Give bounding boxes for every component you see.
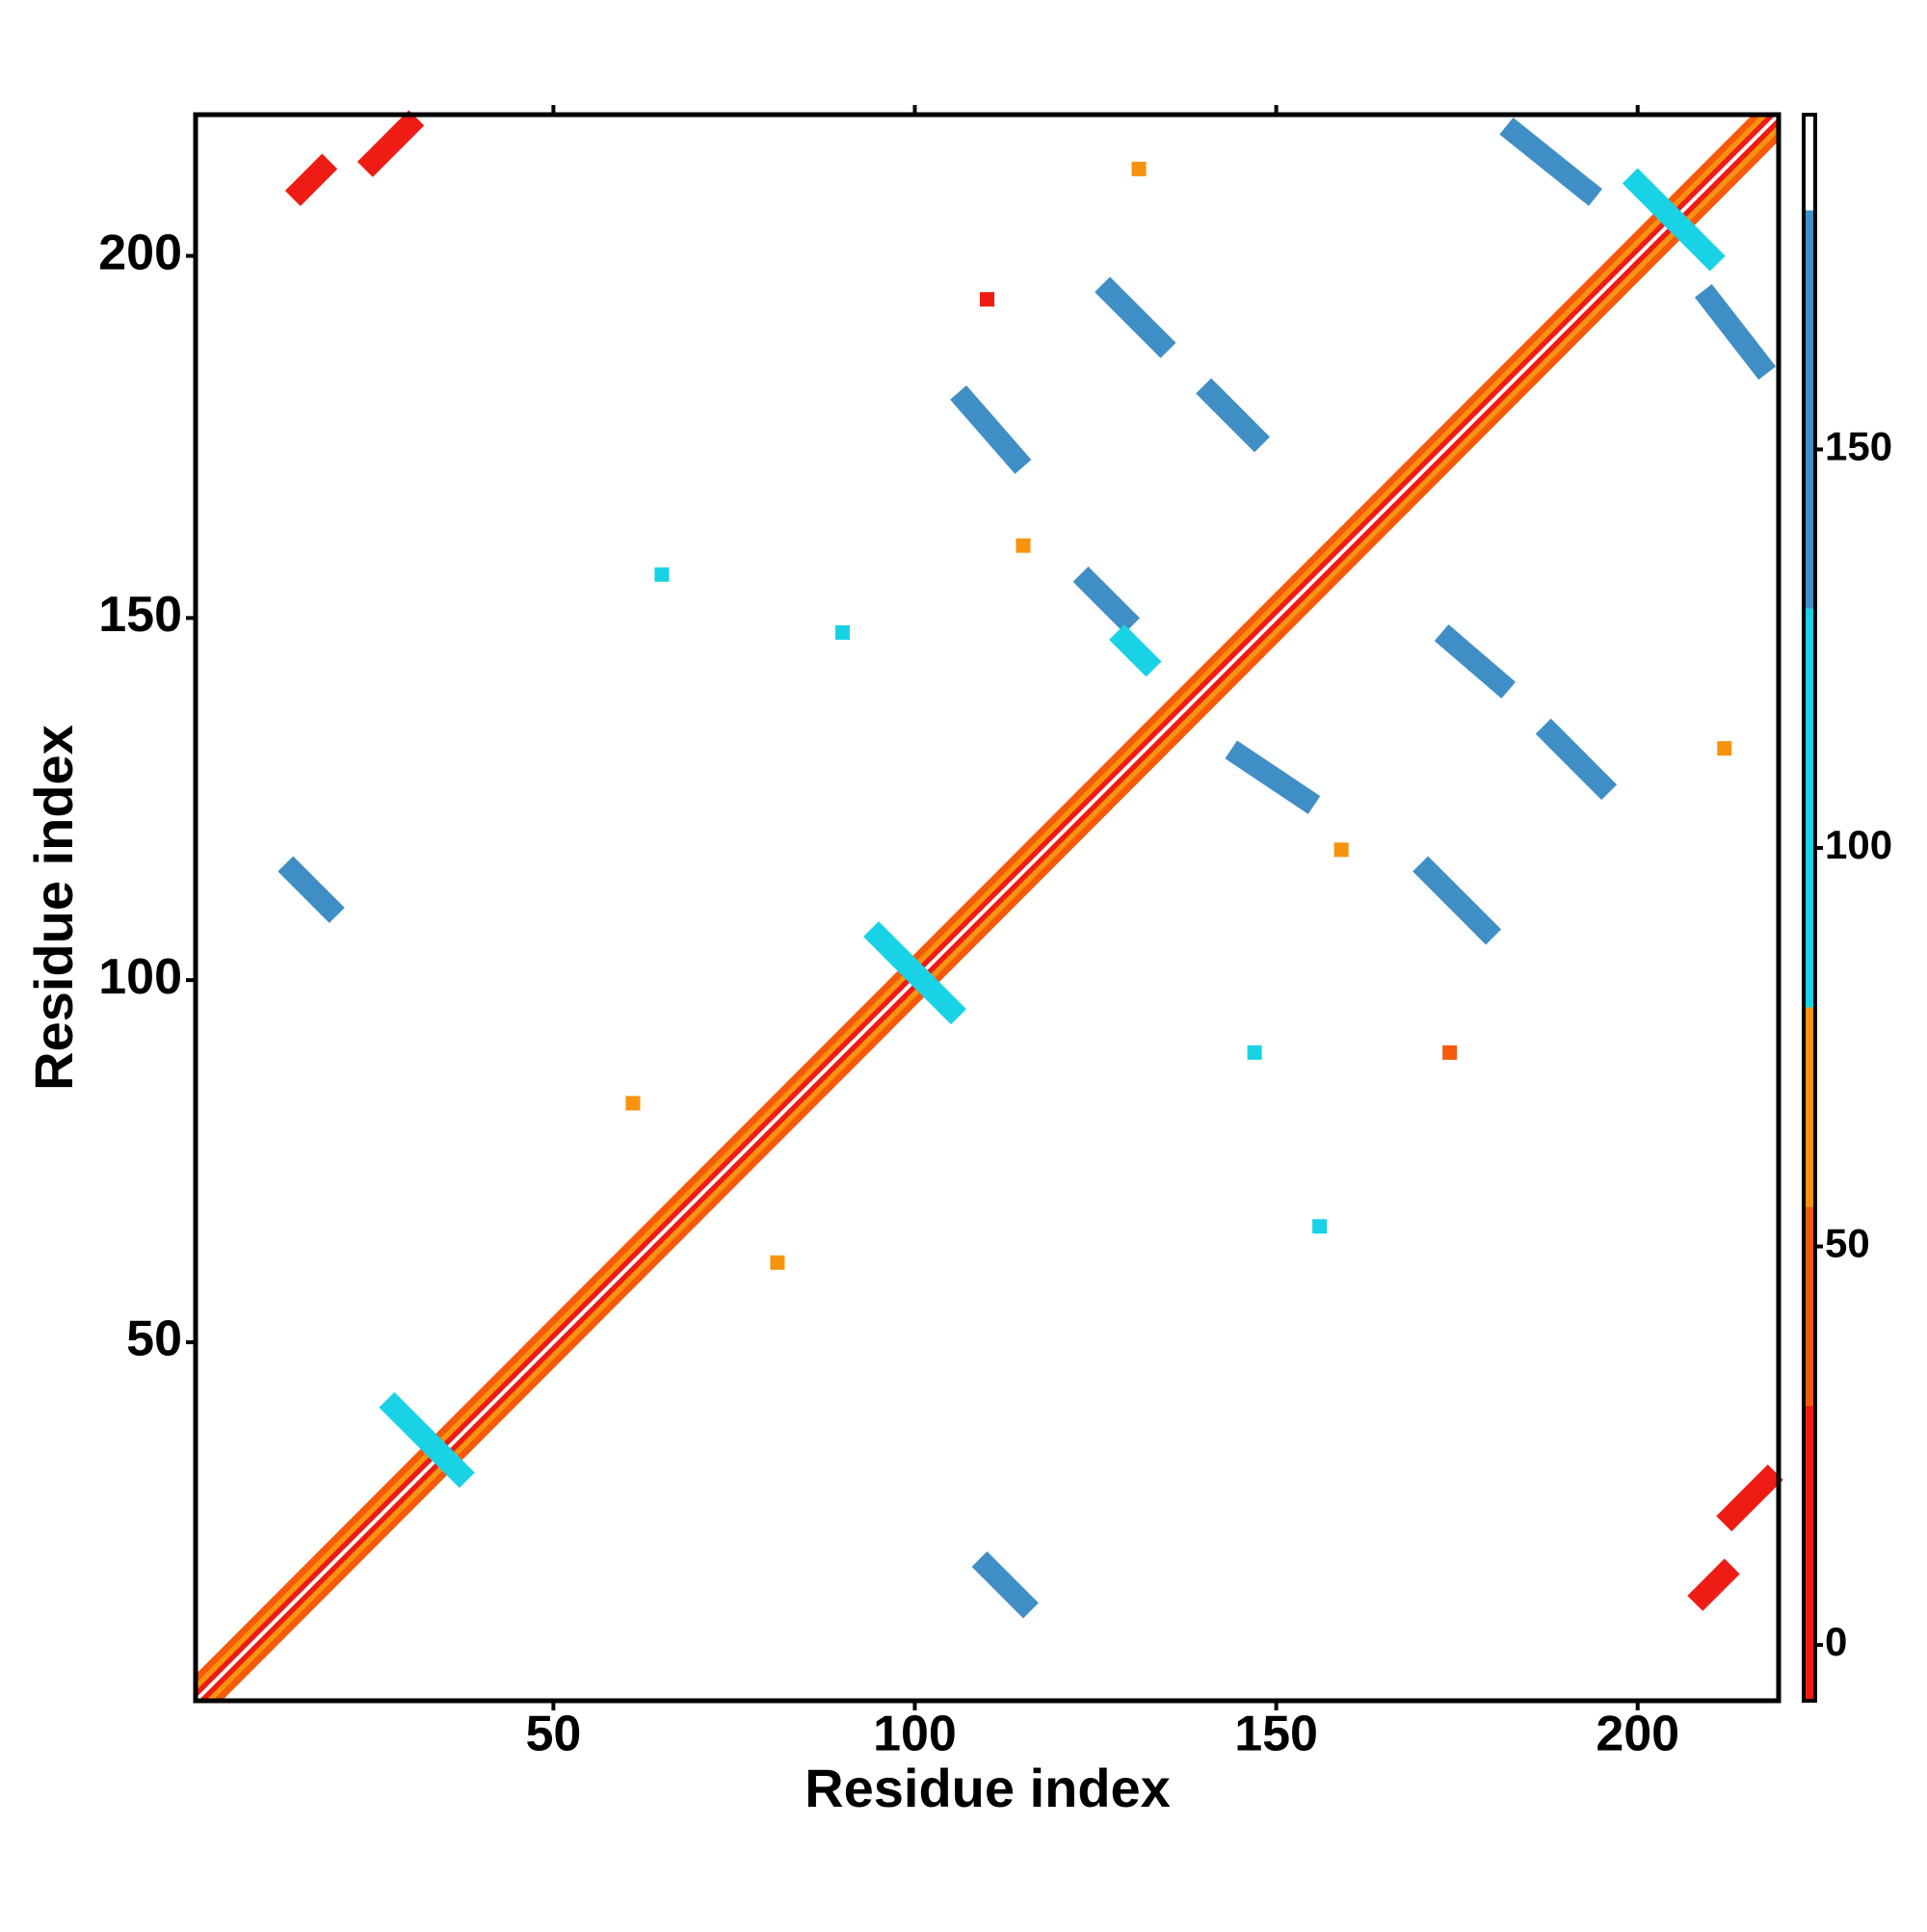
contact (1687, 1558, 1740, 1611)
contact (356, 110, 425, 177)
contact (1333, 842, 1349, 858)
diagonal-band (193, 112, 1767, 1689)
colorbar-band (1804, 210, 1815, 609)
y-axis-title: Residue index (23, 725, 84, 1091)
x-tick-label: 150 (1234, 1707, 1318, 1762)
x-tick-label: 100 (873, 1707, 957, 1762)
contact (1072, 566, 1140, 634)
contact (863, 921, 966, 1025)
contact (625, 1096, 641, 1111)
contact (1312, 1219, 1328, 1234)
colorbar-band (1804, 1007, 1815, 1207)
contact (1109, 623, 1162, 677)
contact (284, 153, 338, 206)
contact (1716, 1464, 1783, 1532)
contact (1622, 168, 1726, 272)
y-tick-label: 150 (98, 587, 182, 643)
x-tick-label: 200 (1596, 1707, 1679, 1762)
y-tick-label: 100 (98, 949, 182, 1005)
colorbar-band (1804, 115, 1815, 211)
colorbar-band (1804, 1405, 1815, 1701)
contact (1247, 1045, 1262, 1060)
contact (1717, 741, 1732, 756)
contact (379, 1391, 475, 1489)
contact (1442, 1045, 1458, 1060)
contact (1694, 283, 1777, 381)
x-tick-label: 50 (525, 1707, 581, 1762)
colorbar-band (1804, 608, 1815, 1008)
contact (277, 856, 345, 923)
x-axis-title: Residue index (805, 1758, 1171, 1818)
contact (950, 385, 1032, 474)
colorbar-tick-label: 0 (1825, 1619, 1847, 1664)
diagonal-band (215, 134, 1782, 1704)
colorbar-tick-label: 150 (1825, 423, 1892, 468)
colorbar-tick-label: 50 (1825, 1221, 1870, 1266)
contact (1131, 161, 1147, 176)
contact (1434, 624, 1517, 699)
contact (1016, 538, 1031, 553)
contact (1412, 856, 1502, 945)
diagonal-band (193, 112, 1759, 1681)
contact (770, 1255, 785, 1270)
contact (834, 624, 850, 640)
colorbar-tick-label: 100 (1825, 822, 1892, 867)
plot-frame (193, 112, 1782, 1704)
diagonal-band (200, 119, 1782, 1704)
colorbar-band (1804, 1206, 1815, 1406)
contact (979, 292, 995, 307)
colorbar-frame (1802, 113, 1817, 1703)
contact (971, 1551, 1039, 1619)
contact (1225, 740, 1321, 814)
contact (1499, 117, 1603, 206)
contact (1535, 718, 1618, 801)
contact (654, 567, 670, 582)
contact (1196, 378, 1270, 453)
y-tick-label: 50 (126, 1311, 182, 1367)
diagonal-band (207, 126, 1782, 1704)
contact (1095, 277, 1176, 358)
y-tick-label: 200 (98, 225, 182, 280)
diagonal-band (193, 112, 1774, 1696)
